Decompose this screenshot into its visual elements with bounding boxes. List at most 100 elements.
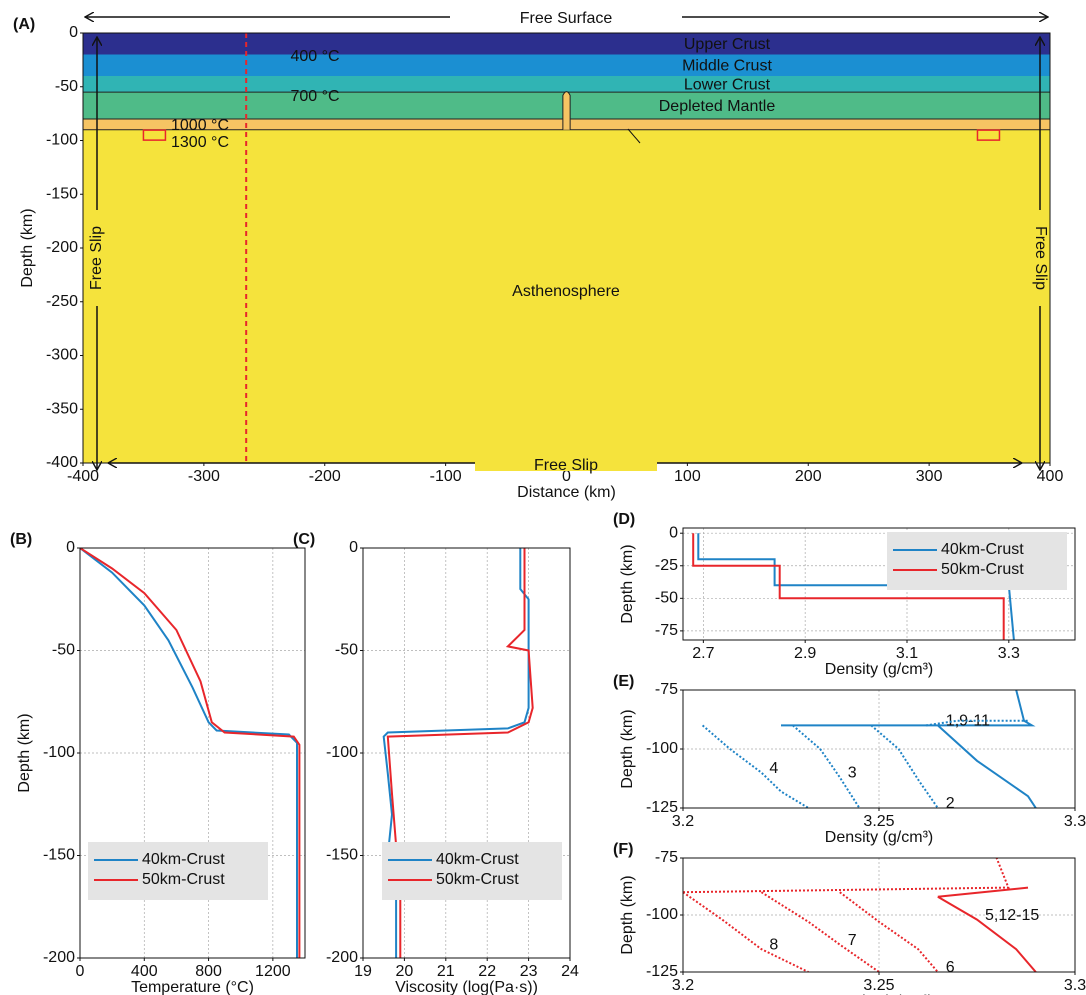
y-tick-label: -150 (43, 847, 75, 864)
x-tick-label: 3.2 (672, 977, 694, 994)
isotherm-label: 1000 °C (171, 117, 229, 134)
legend-label: 50km-Crust (142, 871, 225, 888)
y-tick-label: -75 (655, 622, 678, 639)
y-tick-label: -125 (646, 963, 678, 980)
layer (83, 76, 1050, 93)
legend-label: 50km-Crust (941, 561, 1024, 578)
y-tick-label: -100 (46, 132, 78, 149)
y-tick-label: -200 (46, 239, 78, 256)
y-tick-label: -200 (326, 949, 358, 966)
series-line (870, 719, 1028, 808)
legend-bg (88, 842, 268, 900)
marker-box (142, 129, 167, 141)
x-tick-label: 19 (354, 963, 372, 980)
label-bg (90, 210, 104, 306)
frame (682, 857, 1076, 973)
panel-label: (B) (10, 531, 32, 548)
layer-label: Upper Crust (684, 36, 771, 53)
layer-label: Middle Crust (682, 57, 772, 74)
panel-label: (A) (13, 16, 35, 33)
x-axis-label: Density (g/cm³) (825, 829, 933, 846)
x-tick-label: 800 (195, 963, 222, 980)
y-tick-label: 0 (69, 24, 78, 41)
x-tick-label: 3.25 (863, 813, 894, 830)
y-tick-label: -150 (326, 847, 358, 864)
frame (362, 547, 571, 959)
x-tick-label: 20 (396, 963, 414, 980)
layer-label: Asthenosphere (512, 283, 620, 300)
boundary-label: Free Slip (1032, 226, 1049, 290)
x-tick-label: 3.3 (1064, 813, 1086, 830)
y-axis-label: Depth (km) (19, 208, 36, 287)
x-axis-label: Density (g/cm³) (825, 661, 933, 678)
y-tick-label: -100 (326, 744, 358, 761)
series-line (683, 891, 809, 972)
y-tick-label: -50 (335, 642, 358, 659)
x-tick-label: 3.3 (1064, 977, 1086, 994)
seed-anomaly (562, 91, 571, 130)
y-tick-label: -100 (646, 740, 678, 757)
panel-label: (D) (613, 511, 635, 528)
x-tick-label: 400 (131, 963, 158, 980)
legend-label: 50km-Crust (436, 871, 519, 888)
marker-box (976, 129, 1001, 141)
y-tick-label: -150 (46, 185, 78, 202)
y-tick-label: -250 (46, 293, 78, 310)
y-tick-label: -75 (655, 849, 678, 866)
series-line (792, 724, 861, 808)
layer (83, 33, 1050, 55)
x-tick-label: 400 (1037, 468, 1064, 485)
y-tick-label: 0 (66, 539, 75, 556)
y-axis-label: Depth (km) (619, 544, 636, 623)
series-line (683, 858, 1010, 972)
legend-label: 40km-Crust (436, 851, 519, 868)
frame (79, 547, 306, 959)
x-tick-label: 2.9 (794, 645, 816, 662)
frame (682, 689, 1076, 809)
y-tick-label: -100 (43, 744, 75, 761)
x-tick-label: 2.7 (692, 645, 714, 662)
series-label: 2 (946, 795, 955, 812)
isotherm-label: 1300 °C (171, 134, 229, 151)
x-tick-label: 3.25 (863, 977, 894, 994)
x-tick-label: 21 (437, 963, 455, 980)
y-tick-label: -50 (655, 590, 678, 607)
legend-label: 40km-Crust (142, 851, 225, 868)
label-bg (475, 455, 657, 471)
y-tick-label: 0 (349, 539, 358, 556)
x-axis-label: Density (g/cm³) (825, 993, 933, 995)
layer (83, 54, 1050, 76)
y-tick-label: -75 (655, 681, 678, 698)
y-tick-label: -50 (55, 78, 78, 95)
panel-label: (C) (293, 531, 315, 548)
x-axis-label: Temperature (°C) (131, 979, 254, 995)
x-tick-label: -200 (309, 468, 341, 485)
x-tick-label: 3.1 (896, 645, 918, 662)
y-axis-label: Depth (km) (16, 713, 33, 792)
x-axis-label: Viscosity (log(Pa·s)) (395, 979, 538, 995)
series-line (80, 548, 301, 958)
x-tick-label: 3.3 (998, 645, 1020, 662)
legend-label: 40km-Crust (941, 541, 1024, 558)
isotherm-label: 400 °C (290, 48, 339, 65)
metasome-leader (627, 128, 641, 144)
frame (682, 527, 1076, 641)
boundary-label: Free Slip (534, 457, 598, 474)
x-tick-label: 300 (916, 468, 943, 485)
series-line (697, 533, 1015, 640)
y-tick-label: -125 (646, 799, 678, 816)
boundary-label: Free Slip (88, 226, 105, 290)
x-tick-label: 22 (478, 963, 496, 980)
x-tick-label: 3.2 (672, 813, 694, 830)
y-tick-label: -300 (46, 347, 78, 364)
series-line (701, 724, 809, 808)
panel-label: (F) (613, 841, 633, 858)
x-tick-label: 0 (562, 468, 571, 485)
panel-label: (E) (613, 673, 634, 690)
layer-label: Lower Crust (684, 76, 771, 93)
series-label: 7 (848, 932, 857, 949)
x-tick-label: 100 (674, 468, 701, 485)
boundary-label: Free Surface (520, 10, 613, 27)
y-tick-label: -25 (655, 557, 678, 574)
x-tick-label: -300 (188, 468, 220, 485)
